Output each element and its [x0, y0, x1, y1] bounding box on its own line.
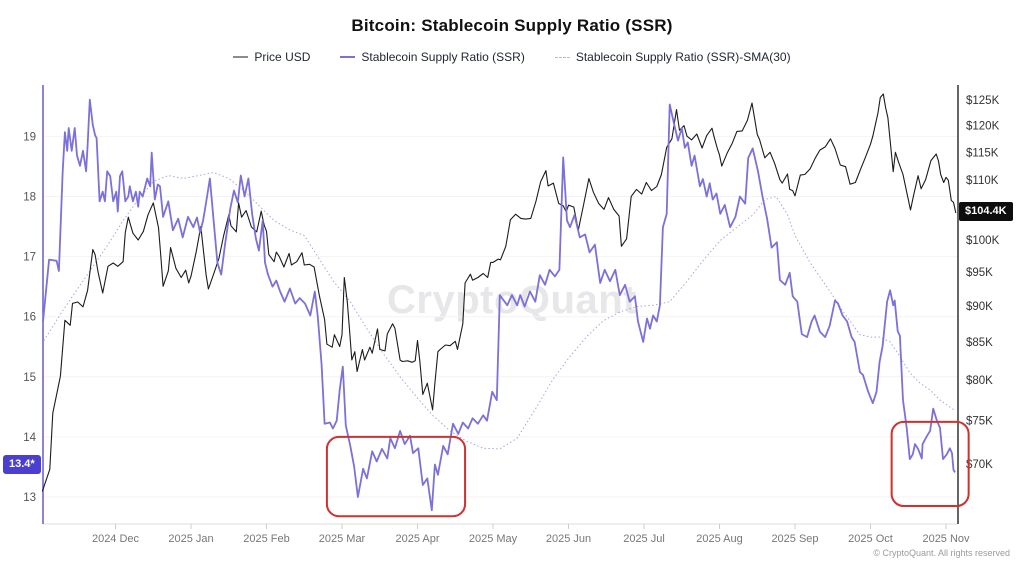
ssr-current-value-badge: 13.4*: [3, 455, 41, 474]
cryptoquant-watermark: CryptoQuant: [387, 278, 637, 322]
right-axis-label: $75K: [966, 416, 993, 428]
right-axis-label: $110K: [966, 175, 999, 187]
sma-line-swatch-icon: [554, 56, 570, 58]
left-axis-label: 15: [23, 372, 36, 384]
right-axis-label: $70K: [966, 459, 993, 471]
legend-label: Price USD: [254, 50, 311, 64]
legend-label: Stablecoin Supply Ratio (SSR): [361, 50, 525, 64]
copyright-footer: © CryptoQuant. All rights reserved: [873, 548, 1010, 558]
x-axis-label: 2025 Jul: [623, 533, 665, 545]
x-axis-label: 2025 Sep: [771, 533, 818, 545]
ssr-sma30-line: [43, 171, 956, 450]
x-axis-label: 2025 Apr: [395, 533, 439, 545]
x-axis-label: 2025 May: [469, 533, 518, 545]
ssr-line-swatch-icon: [340, 56, 356, 58]
right-axis-label: $95K: [966, 267, 993, 279]
x-axis-label: 2025 Aug: [696, 533, 743, 545]
ssr-line: [42, 98, 956, 512]
x-axis-label: 2024 Dec: [92, 533, 140, 545]
legend-item-ssr-sma30[interactable]: Stablecoin Supply Ratio (SSR)-SMA(30): [554, 50, 791, 64]
highlight-box: [890, 420, 970, 508]
right-axis-label: $80K: [966, 375, 993, 387]
legend-label: Stablecoin Supply Ratio (SSR)-SMA(30): [575, 50, 791, 64]
price-current-value-badge: $104.4K: [959, 202, 1013, 221]
legend-item-ssr[interactable]: Stablecoin Supply Ratio (SSR): [340, 50, 525, 64]
x-axis-label: 2025 Oct: [848, 533, 893, 545]
chart-title: Bitcoin: Stablecoin Supply Ratio (SSR): [351, 16, 673, 35]
left-axis-label: 17: [23, 252, 36, 264]
x-axis-label: 2025 Feb: [243, 533, 289, 545]
left-axis-label: 19: [23, 131, 36, 143]
chart-legend: Price USD Stablecoin Supply Ratio (SSR) …: [0, 50, 1024, 64]
left-axis-label: 18: [23, 192, 36, 204]
x-axis-label: 2025 Nov: [922, 533, 970, 545]
right-axis-label: $90K: [966, 301, 993, 313]
highlight-box: [325, 435, 467, 518]
legend-item-price-usd[interactable]: Price USD: [233, 50, 310, 64]
right-axis-label: $125K: [966, 95, 1000, 107]
price-line-swatch-icon: [233, 56, 249, 58]
right-axis-label: $120K: [966, 121, 1000, 133]
right-axis-label: $100K: [966, 235, 1000, 247]
left-axis-label: 14: [23, 432, 36, 444]
x-axis-label: 2025 Mar: [319, 533, 366, 545]
right-axis-label: $85K: [966, 337, 993, 349]
x-axis-label: 2025 Jun: [546, 533, 591, 545]
x-axis-label: 2025 Jan: [168, 533, 213, 545]
left-axis-label: 16: [23, 312, 36, 324]
left-axis-label: 13: [23, 492, 36, 504]
price-usd-line: [41, 93, 957, 492]
right-axis-label: $115K: [966, 147, 999, 159]
